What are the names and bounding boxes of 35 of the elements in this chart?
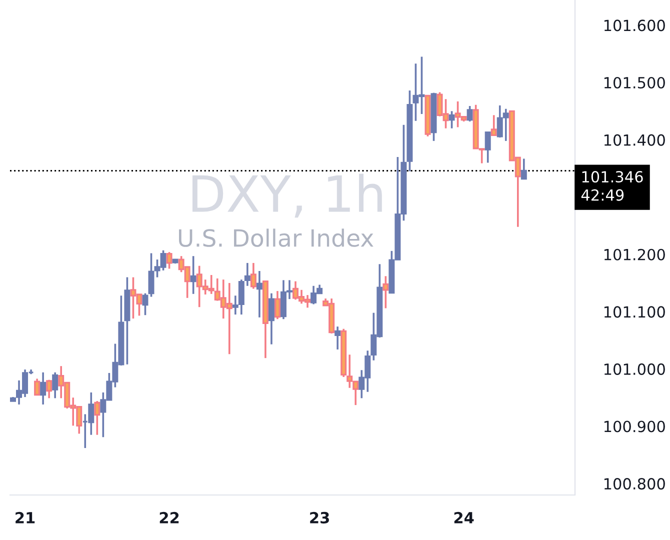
- y-tick-label: 100.900: [604, 420, 665, 432]
- candlestick: [244, 262, 250, 287]
- x-tick-label: 22: [160, 512, 179, 524]
- candlestick: [520, 158, 527, 180]
- x-tick-label: 23: [310, 512, 329, 524]
- candlestick: [250, 262, 256, 290]
- candlestick: [190, 255, 196, 295]
- y-tick-label: 101.100: [604, 306, 665, 318]
- x-tick-label: 24: [454, 512, 474, 524]
- candlestick: [94, 400, 100, 436]
- text: U.S. Dollar Index: [178, 228, 374, 247]
- candlestick: [490, 114, 497, 136]
- candlestick: [52, 371, 58, 400]
- candlestick: [382, 275, 389, 310]
- candlestick: [448, 110, 455, 130]
- candlestick: [466, 105, 473, 122]
- candlestick: [34, 378, 40, 396]
- candlestick: [46, 378, 52, 400]
- y-tick-label: 101.200: [604, 248, 665, 260]
- candlestick: [484, 131, 491, 164]
- candlestick: [142, 292, 148, 316]
- candlestick: [274, 290, 280, 320]
- candlestick: [256, 270, 262, 318]
- x-tick-label: 21: [16, 512, 35, 524]
- y-tick-label: 101.400: [604, 134, 665, 146]
- candlestick: [268, 292, 274, 346]
- y-tick-label: 101.000: [604, 363, 665, 375]
- candlestick: [334, 326, 341, 350]
- candlestick: [40, 371, 46, 406]
- y-tick-label: 101.500: [604, 76, 665, 89]
- ref-line-label: 101.346: [582, 171, 643, 183]
- y-tick-label: 101.600: [604, 20, 665, 32]
- candlestick: [166, 251, 172, 270]
- text: 42:49: [581, 189, 624, 201]
- y-tick-label: 100.800: [604, 478, 665, 490]
